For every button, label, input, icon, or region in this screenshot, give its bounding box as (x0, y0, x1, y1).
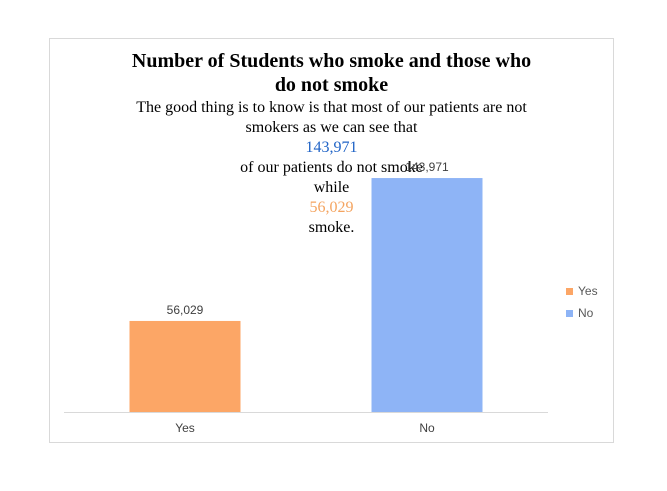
subtitle-yes-value: 56,029 (309, 199, 354, 216)
data-label-yes: 56,029 (167, 303, 204, 317)
legend-label-yes: Yes (578, 284, 598, 298)
bar-yes (129, 320, 241, 412)
subtitle-line-2-pre: smokers as we can see that (245, 119, 418, 136)
legend-swatch-no (566, 309, 573, 317)
chart-title-line-2: do not smoke (274, 74, 389, 96)
x-tick-no: No (419, 421, 435, 435)
subtitle-line-3-post: smoke. (308, 219, 355, 236)
subtitle-line-3: while 56,029 smoke. (49, 178, 614, 238)
subtitle-line-2: smokers as we can see that 143,971 of ou… (49, 118, 614, 178)
legend-swatch-yes (566, 287, 573, 295)
bar-no (371, 178, 483, 412)
subtitle-line-1: The good thing is to know is that most o… (136, 99, 527, 116)
x-tick-yes: Yes (175, 421, 195, 435)
subtitle-line-2-post: of our patients do not smoke (240, 159, 423, 176)
legend-label-no: No (578, 306, 594, 320)
legend-item-yes: Yes (566, 280, 598, 302)
legend: Yes No (566, 280, 598, 324)
data-label-no: 143,971 (405, 160, 449, 174)
chart-title: Number of Students who smoke and those w… (49, 49, 614, 97)
legend-item-no: No (566, 302, 598, 324)
subtitle-no-value: 143,971 (305, 139, 358, 156)
chart-title-line-1: Number of Students who smoke and those w… (131, 50, 532, 72)
chart-subtitle: The good thing is to know is that most o… (49, 98, 614, 238)
subtitle-line-3-pre: while (313, 179, 350, 196)
